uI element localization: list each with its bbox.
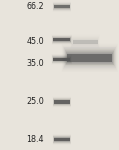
Bar [51,34,72,45]
Bar [53,136,71,143]
Bar [52,56,71,63]
Bar [66,52,113,64]
Bar [52,1,72,13]
Bar [73,39,97,44]
Bar [54,137,70,142]
Bar [53,38,70,41]
Bar [53,37,71,43]
Bar [53,58,70,61]
Bar [62,44,118,72]
Bar [64,47,116,68]
Bar [54,137,70,142]
Bar [52,97,71,107]
Bar [51,54,72,65]
Bar [54,5,70,8]
Bar [53,3,71,10]
Bar [52,35,72,45]
Bar [72,39,98,45]
Bar [53,57,71,62]
Bar [53,135,71,144]
Bar [54,5,70,9]
Bar [53,3,71,11]
Bar [52,96,72,108]
Bar [53,97,71,107]
Bar [62,45,117,71]
Bar [53,99,70,105]
Bar [53,58,70,61]
Bar [61,42,119,73]
Bar [54,4,70,9]
Bar [53,98,71,106]
Bar [65,50,114,65]
Bar [53,4,70,10]
Bar [66,51,114,64]
Bar [63,46,117,70]
Bar [52,2,71,12]
Bar [53,37,71,42]
Bar [67,53,113,63]
Bar [53,56,71,62]
Bar [54,5,70,8]
Bar [70,34,100,50]
Bar [53,38,70,41]
Bar [54,138,70,141]
Bar [67,54,112,62]
Bar [52,134,72,145]
Bar [53,136,70,143]
Bar [51,34,73,46]
Bar [52,133,72,146]
Bar [73,39,97,44]
Text: 18.4: 18.4 [27,135,44,144]
Bar [64,48,115,67]
Bar [52,1,72,12]
Bar [54,138,70,141]
Text: 66.2: 66.2 [26,2,44,11]
Bar [69,33,101,51]
Bar [54,100,70,104]
Bar [53,135,71,144]
Bar [67,54,112,62]
Bar [52,35,72,44]
Bar [53,57,71,61]
Bar [52,54,72,64]
Bar [71,37,99,47]
Bar [54,100,70,104]
Bar [52,55,72,64]
Bar [52,96,72,108]
Bar [72,38,98,46]
Bar [52,36,72,44]
Text: 25.0: 25.0 [26,98,44,106]
Bar [52,55,72,63]
Bar [54,100,70,104]
Bar [52,36,71,43]
Bar [61,43,118,72]
Bar [71,36,99,48]
Bar [65,49,115,66]
Bar [53,98,71,106]
Bar [54,99,70,105]
Bar [51,53,73,65]
Bar [63,46,116,69]
Text: 45.0: 45.0 [26,38,44,46]
Bar [70,35,100,49]
Bar [52,134,71,145]
Bar [53,38,71,42]
Bar [53,2,71,11]
Text: 35.0: 35.0 [26,59,44,68]
